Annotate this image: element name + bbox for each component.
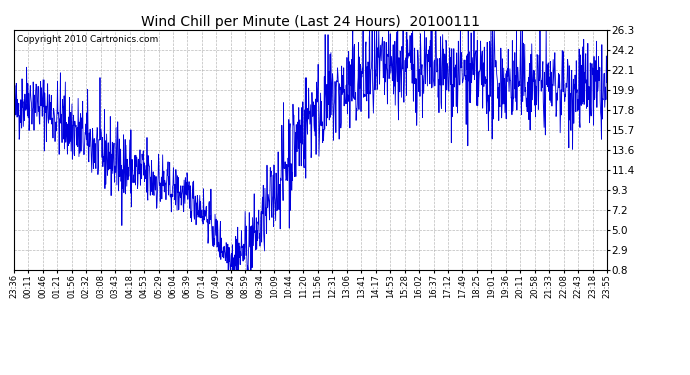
Text: Copyright 2010 Cartronics.com: Copyright 2010 Cartronics.com: [17, 35, 158, 44]
Title: Wind Chill per Minute (Last 24 Hours)  20100111: Wind Chill per Minute (Last 24 Hours) 20…: [141, 15, 480, 29]
